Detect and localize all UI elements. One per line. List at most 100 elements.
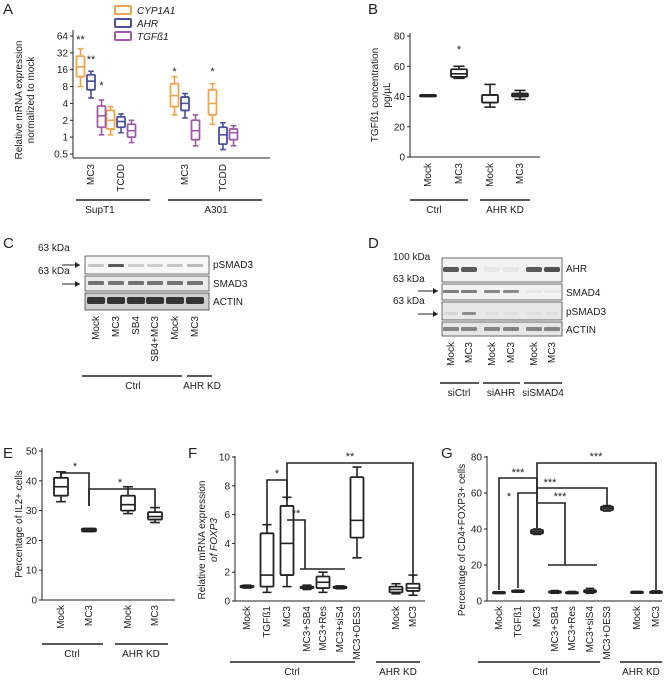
panel-a-box — [218, 122, 228, 151]
panel-e-y-tick-label: 30 — [26, 506, 38, 517]
panel-e-ylabel: Percentage of IL2+ cells — [14, 470, 25, 578]
panel-a-y-tick-label: 16 — [57, 65, 69, 76]
panel-a-ylabel-2: normalized to mock — [26, 56, 37, 144]
panel-letter-f: F — [188, 445, 197, 462]
panel-f-star: * — [275, 468, 280, 480]
panel-a-box — [96, 99, 107, 136]
panel-c-band-actin — [186, 297, 204, 304]
panel-g-x-label: TGFß1 — [513, 606, 524, 638]
panel-c-band-actin — [87, 297, 105, 304]
panel-e-xlabels: Mock MC3 Mock MC3 — [56, 604, 161, 629]
panel-a-legend: CYP1A1 AHR TGFß1 — [114, 5, 175, 43]
panel-a-box — [86, 70, 96, 99]
panel-f-y-tick-label: 2 — [224, 568, 230, 579]
panel-c-lanes: Mock MC3 SB4 SB4+MC3 Mock MC3 — [91, 315, 201, 362]
panel-c-band-psmad3 — [167, 264, 183, 267]
panel-c-band-smad3 — [147, 281, 163, 285]
panel-f-yticks: 10 8 6 4 2 0 — [219, 453, 235, 608]
panel-d-blot-actin — [441, 321, 563, 337]
panel-g-x-label: MC3 — [651, 606, 662, 628]
panel-e-y-tick-label: 40 — [26, 476, 38, 487]
panel-b-y-tick-label: 80 — [394, 32, 406, 43]
panel-c-marker-1: 63 kDa — [38, 243, 70, 254]
panel-e-box — [53, 471, 69, 503]
panel-e-x-label: Mock — [123, 604, 134, 629]
panel-d-band-smad4 — [526, 290, 542, 293]
panel-a-group-a301: A301 — [204, 205, 228, 216]
panel-c-group-ctrl: Ctrl — [125, 381, 141, 392]
panel-d-band-smad4 — [503, 290, 519, 293]
panel-d-band-ahr — [526, 267, 542, 272]
panel-g-bracket-4 — [537, 487, 608, 507]
panel-c-band-psmad3 — [187, 264, 203, 267]
panel-f-x-label: MC3+siS4 — [335, 606, 346, 653]
panel-d-band-actin — [544, 327, 560, 331]
panel-f-box — [315, 571, 331, 594]
panel-d-label-ahr: AHR — [566, 264, 587, 275]
panel-d-band-ahr — [461, 267, 477, 272]
panel-b-y-tick-label: 40 — [394, 92, 406, 103]
panel-b-ylabel-2: pg/µL — [382, 82, 393, 108]
panel-c-band-actin — [107, 297, 125, 304]
panel-d-band-actin — [484, 327, 500, 331]
panel-a-box — [126, 119, 137, 144]
panel-d-label-smad4: SMAD4 — [566, 288, 601, 299]
panel-d-blot-smad4 — [441, 283, 563, 301]
panel-a-star: * — [99, 80, 104, 92]
panel-b-xlabels: Mock MC3 Mock MC3 — [423, 162, 526, 187]
panel-g-y-tick-label: 0 — [476, 597, 482, 608]
panel-a-box-box — [228, 128, 239, 141]
panel-b-box — [419, 94, 437, 98]
panel-f-group-ctrl: Ctrl — [284, 667, 300, 678]
panel-f-xlabels: Mock TGFß1 MC3 MC3+SB4 MC3+Res MC3+siS4 MC3+OE… — [242, 605, 419, 660]
panel-b-box — [511, 89, 529, 101]
panel-a-stars: ****** * — [76, 34, 215, 92]
panel-f-box — [405, 574, 421, 597]
panel-f-ylabel-2: of FOXP3 — [209, 518, 220, 562]
panel-e-yticks: 50 40 30 20 10 0 — [26, 447, 42, 607]
panel-a-x-label: TCDD — [218, 164, 229, 192]
panel-a-legend-label: CYP1A1 — [137, 6, 175, 17]
panel-d-blot-psmad3 — [441, 301, 563, 321]
panel-e-x-label: MC3 — [150, 605, 161, 627]
panel-f-x-label: Mock — [391, 605, 402, 630]
panel-g-x-label: MC3+OES3 — [602, 606, 613, 660]
panel-a-group-supt1: SupT1 — [85, 205, 115, 216]
panel-a-star: * — [210, 66, 215, 78]
panel-d-group-sismad4: siSMAD4 — [522, 388, 564, 399]
panel-d-label-actin: ACTIN — [566, 325, 596, 336]
panel-f-box-box — [279, 505, 295, 576]
panel-d-band-smad4 — [484, 290, 500, 293]
panel-a-x-label: TCDD — [116, 164, 127, 192]
panel-letter-b: B — [368, 1, 378, 18]
panel-f-box — [239, 584, 255, 589]
panel-d-band-psmad3 — [504, 312, 518, 315]
panel-f-box — [279, 496, 295, 588]
panel-d-band-actin — [526, 327, 542, 331]
panel-b-yticks: 80 60 40 20 0 — [394, 32, 410, 164]
panel-f-y-tick-label: 4 — [224, 539, 230, 550]
panel-g-boxes — [492, 504, 663, 595]
panel-b-ylabel-1: TGFß1 concentration — [370, 48, 381, 142]
panel-a-star: ** — [87, 54, 96, 66]
panel-c-group-ahrkd: AHR KD — [183, 381, 221, 392]
panel-f-bracket-3 — [287, 519, 306, 569]
panel-f-x-label: MC3+OES3 — [352, 606, 363, 660]
panel-c-x-label: MC3 — [111, 316, 122, 338]
panel-e-x-label: MC3 — [84, 605, 95, 627]
panel-d-x-label: Mock — [487, 341, 498, 366]
panel-a-box — [105, 105, 116, 136]
panel-c-band-actin — [166, 297, 184, 304]
panel-a-box — [75, 47, 86, 88]
panel-f-x-label: MC3 — [408, 606, 419, 628]
panel-e-box-box — [120, 494, 136, 512]
panel-g-star: *** — [554, 491, 568, 503]
panel-g-x-label: MC3+Res — [567, 606, 578, 651]
panel-f-box — [332, 585, 348, 590]
panel-a-star: * — [172, 66, 177, 78]
panel-d-bands — [443, 267, 560, 331]
panel-g-xlabels: Mock TGFß1 MC3 MC3+SB4 MC3+Res MC3+siS4 MC3+OE… — [494, 605, 662, 660]
panel-c-label-psmad3: pSMAD3 — [213, 260, 253, 271]
panel-e-bracket-2 — [88, 488, 156, 508]
panel-e-box — [81, 527, 97, 533]
